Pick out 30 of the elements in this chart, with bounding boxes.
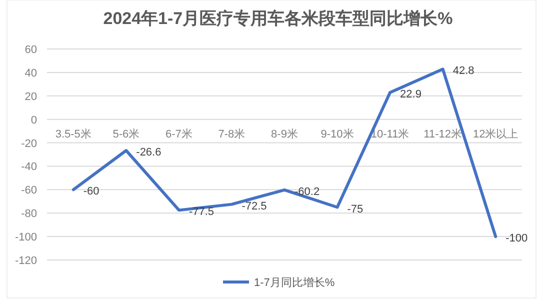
y-tick-label: -120 [14, 255, 37, 267]
y-tick-label: 0 [30, 114, 37, 126]
data-label: -26.6 [136, 146, 162, 159]
data-label: 22.9 [400, 88, 422, 100]
x-tick-label: 9-10米 [320, 127, 354, 140]
y-tick-label: -80 [21, 208, 37, 220]
data-label: -60.2 [294, 186, 320, 198]
x-tick-label: 6-7米 [165, 127, 192, 140]
chart-title: 2024年1-7月医疗专用车各米段车型同比增长% [103, 9, 453, 28]
data-label: -60 [83, 186, 100, 198]
x-tick-label: 7-8米 [218, 127, 246, 140]
y-tick-label: 20 [24, 90, 37, 103]
x-tick-label: 5-6米 [112, 127, 140, 140]
x-tick-label: 3.5-5米 [55, 127, 92, 140]
legend-label: 1-7月同比增长% [254, 276, 335, 289]
data-label: -72.5 [242, 200, 267, 212]
y-tick-label: -60 [21, 184, 37, 197]
data-label: -77.5 [188, 206, 214, 218]
data-label: -100 [506, 232, 528, 245]
x-tick-label: 10-11米 [370, 127, 410, 140]
x-tick-label: 8-9米 [271, 127, 298, 140]
y-tick-label: 40 [24, 67, 37, 80]
data-label: 42.8 [452, 65, 474, 78]
y-tick-label: 60 [24, 44, 37, 56]
y-tick-label: -100 [14, 232, 37, 244]
y-tick-label: -40 [21, 161, 37, 174]
data-label: -75 [347, 203, 364, 216]
x-tick-label: 12米以上 [472, 127, 518, 140]
y-tick-label: -20 [21, 138, 37, 150]
x-tick-label: 11-12米 [424, 127, 462, 140]
